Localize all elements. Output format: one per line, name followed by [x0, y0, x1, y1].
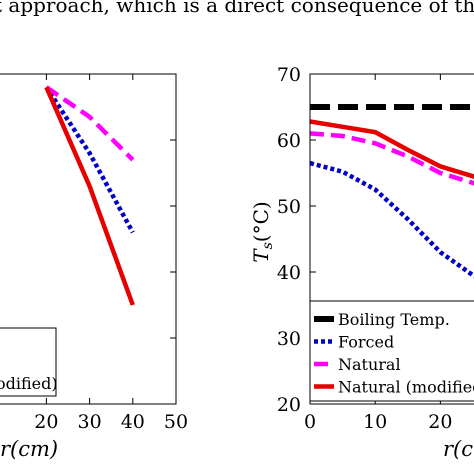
right-y-tick-labels: 20 30 40 50 60 70 — [277, 64, 301, 416]
right-y-tick-label: 50 — [277, 196, 301, 218]
right-series-layer — [309, 104, 474, 279]
left-series-layer — [44, 85, 135, 306]
caption-text-fragment: t approach, which is a direct consequenc… — [0, 0, 474, 17]
right-x-tick-label: 0 — [304, 411, 316, 433]
right-y-tick-label: 20 — [277, 394, 301, 416]
right-y-tick-label: 30 — [277, 328, 301, 350]
left-x-tick-label: 40 — [121, 411, 145, 433]
left-ticks — [45, 73, 177, 405]
left-series-line-natural — [45, 85, 135, 162]
caption-text: t approach, which is a direct consequenc… — [0, 0, 474, 17]
right-x-tick-label: 10 — [363, 411, 387, 433]
right-legend-label: Boiling Temp. — [338, 310, 450, 329]
left-x-tick-labels: 20 30 40 50 — [34, 411, 188, 433]
right-legend-label: Forced — [338, 333, 394, 352]
right-y-tick-label: 40 — [277, 262, 301, 284]
right-y-tick-label: 70 — [277, 64, 301, 86]
right-series-line-natural-modified- — [309, 119, 474, 179]
left-legend: odified) — [0, 327, 58, 397]
left-chart: 20 30 40 50 odified) r(cm) — [0, 73, 188, 461]
left-legend-visible-label: odified) — [0, 374, 58, 393]
left-x-tick-label: 20 — [34, 411, 58, 433]
right-legend-box — [309, 300, 474, 402]
left-x-tick-label: 50 — [164, 411, 188, 433]
right-series-line-forced — [309, 160, 474, 279]
right-x-tick-label: 20 — [428, 411, 452, 433]
left-x-axis-label: r(cm) — [0, 437, 58, 461]
left-x-tick-label: 30 — [78, 411, 102, 433]
left-series-line-natural-modified- — [44, 86, 135, 306]
right-chart: 20 30 40 50 60 70 0 10 20 Boiling Temp. Forced Na… — [249, 64, 474, 461]
right-x-tick-labels: 0 10 20 — [304, 411, 453, 433]
right-y-axis-label: Ts(°C) — [249, 201, 276, 262]
left-legend-box — [0, 327, 57, 397]
right-legend: Boiling Temp. Forced Natural Natural (modif… — [309, 300, 474, 402]
left-series-line-forced — [44, 85, 135, 234]
right-x-axis-label: r(c — [443, 437, 473, 461]
right-series-line-natural — [309, 131, 474, 186]
right-y-tick-label: 60 — [277, 130, 301, 152]
right-legend-label: Natural — [338, 355, 401, 374]
right-legend-label: Natural (modified — [338, 378, 474, 397]
right-axes-frame — [309, 73, 474, 405]
right-legend-items: Boiling Temp. Forced Natural Natural (modif… — [314, 310, 474, 397]
